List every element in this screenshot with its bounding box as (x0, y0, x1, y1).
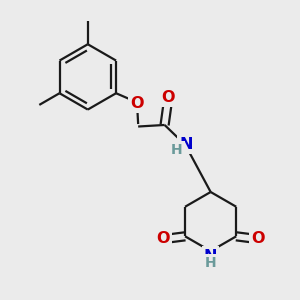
Text: O: O (157, 231, 170, 246)
Text: O: O (251, 231, 265, 246)
Text: O: O (161, 90, 175, 105)
Text: O: O (130, 96, 144, 111)
Text: O: O (251, 231, 265, 246)
Text: O: O (161, 90, 175, 105)
Text: H: H (171, 143, 183, 157)
Text: O: O (157, 231, 170, 246)
Text: H: H (205, 256, 217, 270)
Text: H: H (171, 143, 183, 157)
Text: N: N (204, 249, 218, 264)
Text: O: O (130, 96, 144, 111)
Text: N: N (179, 137, 193, 152)
Text: N: N (179, 137, 193, 152)
Text: H: H (205, 256, 217, 270)
Text: N: N (204, 249, 218, 264)
